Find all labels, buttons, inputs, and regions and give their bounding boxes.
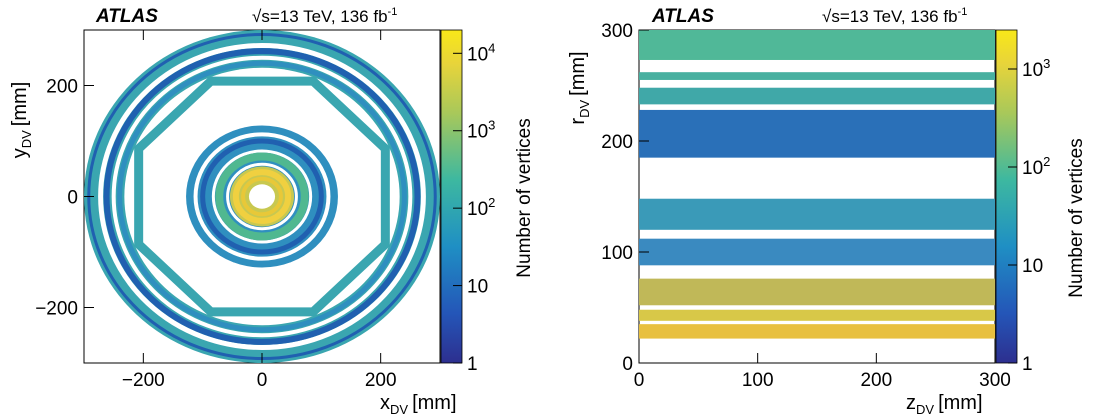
right-colorbar-label: Number of vertices [1066,138,1087,297]
right-y-tick-label: 300 [601,21,633,42]
outer-ring-3 [117,60,407,333]
left-x-tick-label: −200 [122,370,165,391]
right-colorbar-tick-label: 103 [1022,56,1050,81]
left-energy-label: √s=13 TeV, 136 fb-1 [252,6,397,26]
detector-layer-band [639,30,995,60]
left-axis-ticks: −200 0 200 −200 0 200 [35,30,397,391]
right-x-axis-label: zDV [mm] [906,392,983,417]
detector-layer-band [639,198,995,230]
right-plot-frame [638,29,996,364]
left-colorbar-ticks: 1 10 102 103 104 [453,40,495,375]
left-colorbar-tick-label: 103 [467,118,495,143]
left-colorbar-tick-label: 10 [467,277,488,298]
detector-layer-band [639,324,995,339]
right-x-tick-label: 0 [634,370,645,391]
left-y-tick-label: 0 [67,188,78,209]
rz-heatmap-plot: 0 100 200 300 0 100 200 300 ATLAS √s=13 TeV, 13… [567,6,1087,417]
right-colorbar-tick-label: 10 [1022,256,1043,277]
outer-gap-1 [98,43,426,350]
right-atlas-label: ATLAS [651,6,714,27]
core-ring-1 [232,169,292,224]
left-x-tick-label: 0 [257,370,268,391]
detector-layer-band [639,278,995,306]
inner-gap-2 [211,149,313,244]
right-y-axis-label: rDV[mm] [567,51,592,124]
right-x-tick-label: 100 [742,370,774,391]
right-y-tick-label: 100 [601,243,633,264]
left-colorbar [440,29,463,364]
right-colorbar-ticks: 1 10 102 103 [1008,56,1050,375]
inner-ring-2 [215,152,309,241]
right-detector-map [639,30,995,339]
octagon-ring [134,76,390,317]
left-x-tick-label: 200 [365,370,397,391]
left-colorbar-tick-label: 1 [467,354,478,375]
detector-layer-band [639,109,995,158]
left-colorbar-label: Number of vertices [514,118,535,277]
left-atlas-label: ATLAS [95,6,158,27]
left-detector-map [84,30,440,363]
core-ring-2 [241,176,283,217]
left-colorbar-tick-label: 102 [467,195,495,220]
right-colorbar [995,29,1018,364]
outer-ring-2 [103,48,421,345]
inner-gap-3 [226,162,298,231]
left-y-axis-label: yDV[mm] [9,82,34,159]
inner-ring-1 [200,138,324,255]
right-x-tick-label: 300 [979,370,1011,391]
right-y-tick-label: 200 [601,132,633,153]
right-energy-label: √s=13 TeV, 136 fb-1 [822,6,967,26]
right-colorbar-tick-label: 102 [1022,154,1050,179]
left-y-tick-label: −200 [35,299,78,320]
right-axis-ticks: 0 100 200 300 0 100 200 300 [601,21,1011,391]
detector-layer-band [639,238,995,266]
inner-gap-1 [193,132,331,261]
beam-pipe-hole [248,184,276,209]
right-colorbar-tick-label: 1 [1022,354,1033,375]
detector-layer-band [639,87,995,105]
left-colorbar-tick-label: 104 [467,40,495,65]
outer-gap-2 [111,55,413,338]
xy-heatmap-plot: −200 0 200 −200 0 200 ATLAS √s=13 TeV, 136 fb… [9,6,535,417]
left-y-tick-label: 200 [46,77,78,98]
detector-layer-band [639,309,995,321]
right-y-tick-label: 0 [622,354,633,375]
right-x-tick-label: 200 [860,370,892,391]
detector-layer-band [639,72,995,80]
left-x-axis-label: xDV [mm] [380,392,457,417]
